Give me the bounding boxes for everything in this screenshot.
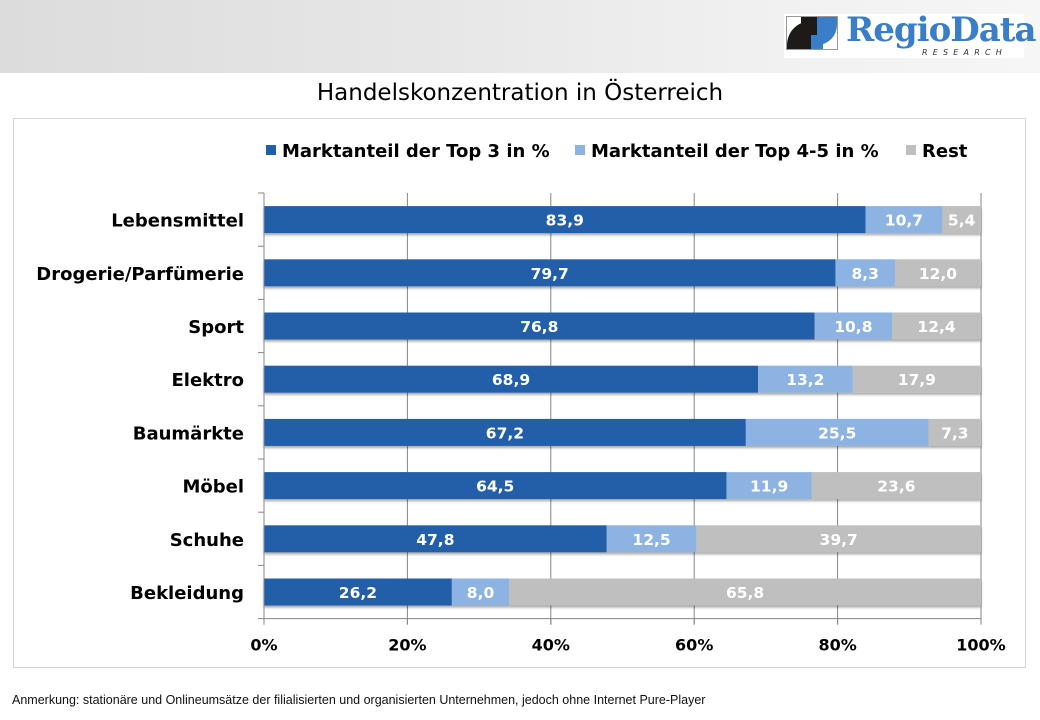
footnote: Anmerkung: stationäre und Onlineumsätze … xyxy=(12,693,706,707)
x-tick-label: 0% xyxy=(250,636,277,655)
logo-word-regio: Regio xyxy=(846,10,951,50)
data-label: 83,9 xyxy=(546,212,584,230)
data-label: 26,2 xyxy=(339,584,377,602)
data-label: 17,9 xyxy=(898,371,936,389)
bar-segment xyxy=(264,206,866,234)
bar-segment xyxy=(928,418,981,446)
x-tick-label: 40% xyxy=(532,636,570,655)
x-tick-label: 80% xyxy=(818,636,856,655)
gridlines xyxy=(406,193,982,625)
bar-segment xyxy=(852,365,981,393)
bar-segment xyxy=(264,525,607,553)
bar-segment xyxy=(264,418,746,446)
bar-segment xyxy=(696,525,981,553)
legend-item: Marktanteil der Top 4-5 in % xyxy=(575,141,879,162)
axes: Lebensmittel Drogerie/Parfümerie Sport Elek… xyxy=(36,192,1006,655)
bar-segment xyxy=(942,206,981,234)
data-label: 8,3 xyxy=(851,265,878,283)
bar-segment xyxy=(726,472,812,500)
bar-segment xyxy=(892,312,981,340)
bar-segment xyxy=(606,525,697,553)
logo-subtitle: RESEARCH xyxy=(922,48,1007,57)
bar-row xyxy=(264,418,981,446)
stacked-bar-chart: Marktanteil der Top 3 in % Marktanteil de… xyxy=(36,141,1006,655)
logo-word-data: Data xyxy=(950,10,1036,50)
bar-segment xyxy=(814,312,893,340)
category-label: Baumärkte xyxy=(133,423,244,444)
legend-label: Marktanteil der Top 3 in % xyxy=(282,141,550,162)
bar-row xyxy=(264,578,981,606)
regiodata-logo: RegioData RESEARCH xyxy=(784,10,1037,58)
legend-swatch xyxy=(906,145,916,155)
data-label: 67,2 xyxy=(486,424,524,442)
bar-segment xyxy=(758,365,853,393)
bar-row xyxy=(264,206,981,234)
category-label: Lebensmittel xyxy=(111,211,244,232)
data-label: 11,9 xyxy=(750,478,788,496)
data-label: 10,8 xyxy=(834,318,872,336)
data-label: 76,8 xyxy=(520,318,558,336)
x-tick-label: 20% xyxy=(388,636,426,655)
category-label: Elektro xyxy=(172,370,245,391)
data-label: 12,4 xyxy=(917,318,955,336)
x-tick-label: 60% xyxy=(675,636,713,655)
data-label: 25,5 xyxy=(818,424,856,442)
data-label: 64,5 xyxy=(476,478,514,496)
category-label: Schuhe xyxy=(170,530,244,551)
bar-segment xyxy=(451,578,510,606)
legend: Marktanteil der Top 3 in % Marktanteil de… xyxy=(266,141,968,162)
x-tick-label: 100% xyxy=(956,636,1005,655)
bar-segment xyxy=(509,578,981,606)
data-label: 47,8 xyxy=(416,531,454,549)
data-label: 5,4 xyxy=(948,212,976,230)
logo-wordmark: RegioData xyxy=(846,10,1037,50)
bar-row xyxy=(264,312,981,340)
legend-item: Rest xyxy=(906,141,968,162)
category-label: Bekleidung xyxy=(130,583,244,604)
category-label: Sport xyxy=(188,317,244,338)
data-label: 23,6 xyxy=(877,478,915,496)
data-label: 12,5 xyxy=(632,531,670,549)
data-label: 7,3 xyxy=(941,424,968,442)
data-label: 68,9 xyxy=(492,371,530,389)
legend-swatch xyxy=(266,145,276,155)
legend-item: Marktanteil der Top 3 in % xyxy=(266,141,550,162)
bar-row xyxy=(264,365,981,393)
bars: 83,9 10,7 5,4 79,7 8,3 12,0 76,8 10,8 12,4 68,9 13… xyxy=(264,206,981,606)
bar-segment xyxy=(264,578,452,606)
data-label: 65,8 xyxy=(726,584,764,602)
bar-segment xyxy=(894,259,981,287)
legend-label: Marktanteil der Top 4-5 in % xyxy=(591,141,879,162)
bar-row xyxy=(264,259,981,287)
bar-segment xyxy=(811,472,981,500)
category-label: Drogerie/Parfümerie xyxy=(36,264,244,285)
bar-row xyxy=(264,525,981,553)
logo-mark-icon xyxy=(786,16,838,50)
legend-label: Rest xyxy=(922,141,968,162)
bar-segment xyxy=(745,418,929,446)
page-title: Handelskonzentration in Österreich xyxy=(316,80,724,106)
data-label: 10,7 xyxy=(885,212,923,230)
bar-segment xyxy=(264,472,727,500)
data-label: 13,2 xyxy=(786,371,824,389)
category-label: Möbel xyxy=(182,477,244,498)
data-label: 8,0 xyxy=(467,584,495,602)
bar-row xyxy=(264,472,981,500)
bar-segment xyxy=(264,259,836,287)
bar-segment xyxy=(865,206,943,234)
data-label: 12,0 xyxy=(919,265,957,283)
data-label: 39,7 xyxy=(820,531,858,549)
bar-segment xyxy=(264,365,759,393)
bar-segment xyxy=(835,259,895,287)
chart-frame: Marktanteil der Top 3 in % Marktanteil de… xyxy=(13,118,1026,668)
legend-swatch xyxy=(575,145,585,155)
data-label: 79,7 xyxy=(531,265,569,283)
bar-segment xyxy=(264,312,815,340)
